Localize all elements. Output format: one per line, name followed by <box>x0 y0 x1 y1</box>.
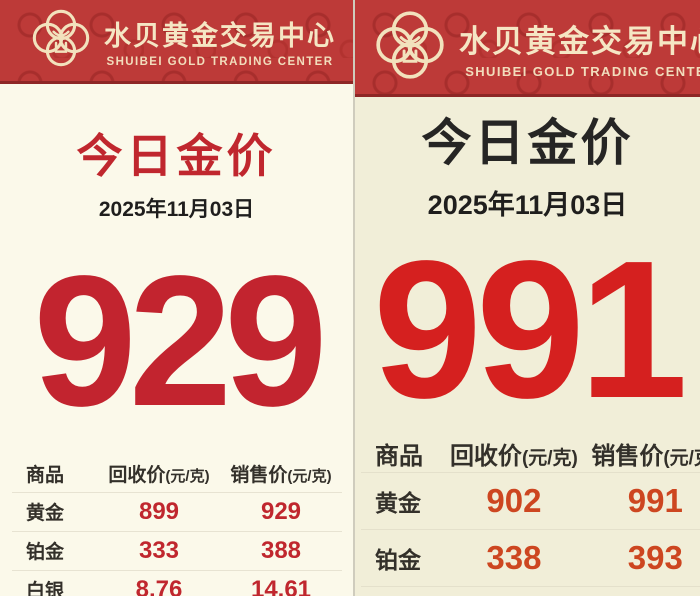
recycle-price: 338 <box>443 529 585 587</box>
price-date: 2025年11月03日 <box>98 198 255 221</box>
product-name: 白银 <box>12 569 98 596</box>
brand-title: 水贝黄金交易中心 <box>104 20 336 51</box>
price-date: 2025年11月03日 <box>427 190 628 220</box>
recycle-price: 899 <box>98 491 220 532</box>
sale-price: 393 <box>584 529 700 587</box>
table-row-platinum: 铂金 338 393 <box>361 529 700 587</box>
brand-text: 水贝黄金交易中心 SHUIBEI GOLD TRADING CENTER <box>104 14 336 68</box>
headline-price: 991 <box>372 220 688 439</box>
product-name: 黄金 <box>361 472 444 530</box>
col-recycle-unit: (元/克) <box>521 448 578 470</box>
price-board-right: 水贝黄金交易中心 SHUIBEI GOLD TRADING CENTER 今日金… <box>353 0 700 596</box>
table-row-gold: 黄金 902 991 <box>361 472 700 530</box>
recycle-price: 8.76 <box>443 586 585 596</box>
today-gold-price-title: 今日金价 <box>421 115 634 171</box>
recycle-price: 333 <box>98 530 220 571</box>
brand-title: 水贝黄金交易中心 <box>459 23 700 59</box>
sale-price: 388 <box>220 530 342 571</box>
table-row-gold: 黄金 899 929 <box>12 491 342 532</box>
product-name: 黄金 <box>12 491 98 532</box>
col-sale-unit: (元/克) <box>663 448 700 470</box>
col-product: 商品 <box>375 443 423 471</box>
price-table: 商品 回收价(元/克) 销售价(元/克) 黄金 899 929 铂金 333 3… <box>12 456 342 596</box>
price-board-left: 水贝黄金交易中心 SHUIBEI GOLD TRADING CENTER 今日金… <box>0 0 353 596</box>
shuibei-logo-icon <box>373 8 447 87</box>
shuibei-logo-icon <box>30 7 92 74</box>
recycle-price: 8.76 <box>98 569 220 596</box>
board-body-left: 今日金价 2025年11月03日 929 商品 回收价(元/克) 销售价(元/克… <box>0 120 353 596</box>
board-body-right: 今日金价 2025年11月03日 991 商品 回收价(元/克) 销售价(元/克… <box>355 103 700 596</box>
today-gold-price-title: 今日金价 <box>76 130 277 182</box>
sale-price: 14.61 <box>220 569 342 596</box>
table-row-platinum: 铂金 333 388 <box>12 530 342 571</box>
brand-text: 水贝黄金交易中心 SHUIBEI GOLD TRADING CENTER <box>459 16 700 79</box>
headline-price: 929 <box>33 238 327 445</box>
sale-price: 14.61 <box>584 586 700 596</box>
sale-price: 929 <box>220 491 342 532</box>
col-sale: 销售价(元/克) <box>230 465 332 487</box>
table-row-silver: 白银 8.76 14.61 <box>361 586 700 596</box>
col-product: 商品 <box>26 465 65 487</box>
price-table: 商品 回收价(元/克) 销售价(元/克) 黄金 902 991 铂金 338 3… <box>361 435 700 596</box>
sale-price: 991 <box>584 472 700 530</box>
col-sale-unit: (元/克) <box>287 468 332 486</box>
col-recycle: 回收价(元/克) <box>449 443 578 471</box>
product-name: 白银 <box>361 586 444 596</box>
col-recycle: 回收价(元/克) <box>108 465 210 487</box>
product-name: 铂金 <box>361 529 444 587</box>
col-recycle-unit: (元/克) <box>165 468 210 486</box>
table-row-silver: 白银 8.76 14.61 <box>12 569 342 596</box>
brand-banner: 水贝黄金交易中心 SHUIBEI GOLD TRADING CENTER <box>0 0 353 84</box>
product-name: 铂金 <box>12 530 98 571</box>
table-header-row: 商品 回收价(元/克) 销售价(元/克) <box>12 456 342 492</box>
brand-banner: 水贝黄金交易中心 SHUIBEI GOLD TRADING CENTER <box>355 0 700 97</box>
table-header-row: 商品 回收价(元/克) 销售价(元/克) <box>361 435 700 473</box>
col-sale: 销售价(元/克) <box>585 435 700 473</box>
brand-subtitle: SHUIBEI GOLD TRADING CENTER <box>465 63 700 79</box>
recycle-price: 902 <box>443 472 585 530</box>
brand-subtitle: SHUIBEI GOLD TRADING CENTER <box>106 55 334 68</box>
